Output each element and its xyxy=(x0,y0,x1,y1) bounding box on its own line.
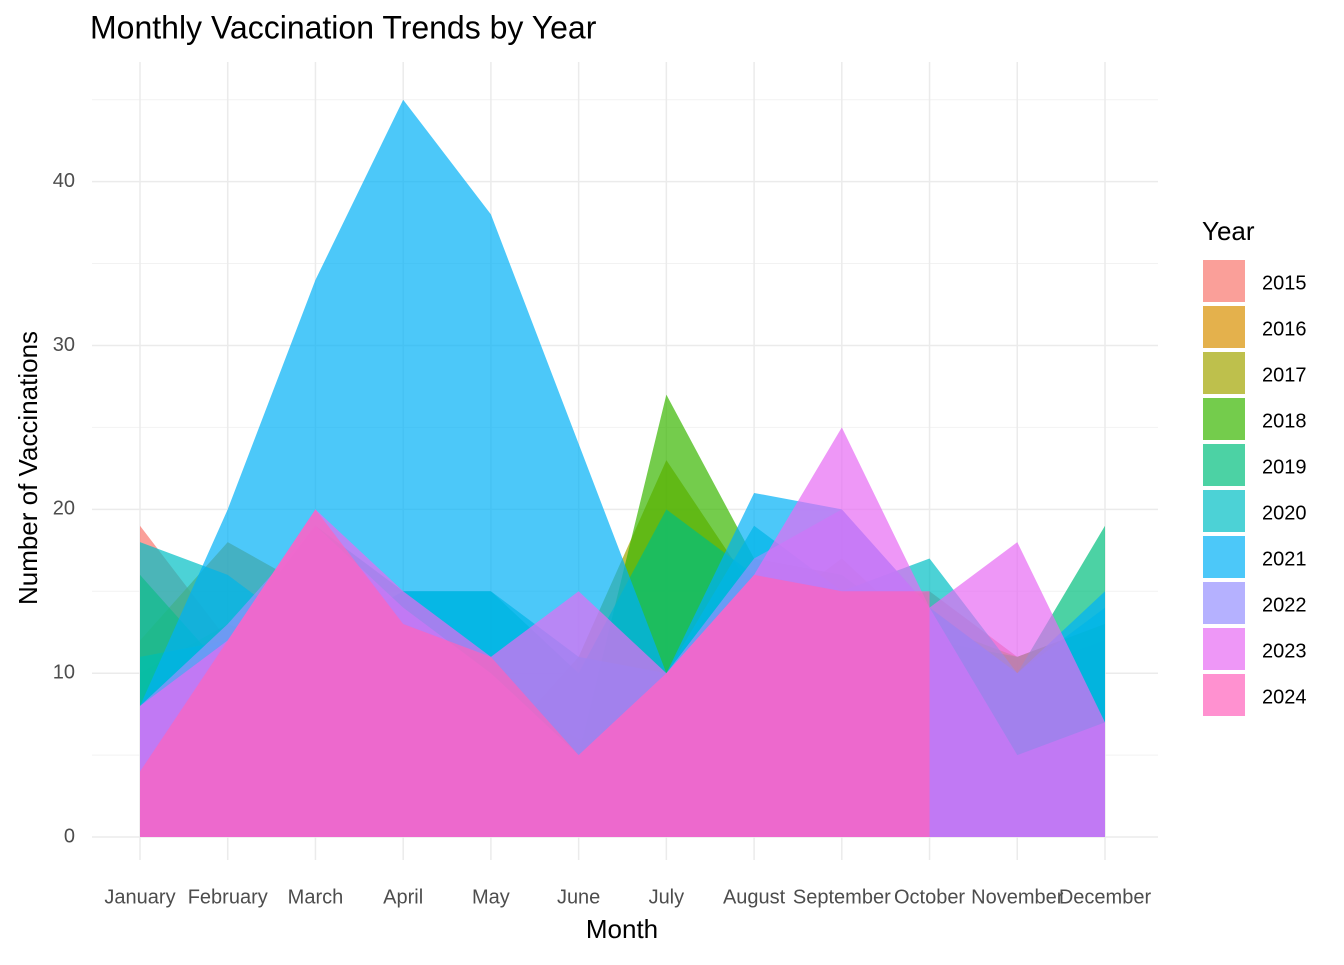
x-tick-label: January xyxy=(104,886,175,908)
x-tick-label: May xyxy=(472,886,510,908)
x-tick-label: October xyxy=(894,886,965,908)
x-tick-label: November xyxy=(971,886,1064,908)
legend-label: 2020 xyxy=(1262,502,1307,524)
legend-key xyxy=(1203,306,1245,348)
x-tick-label: March xyxy=(288,886,344,908)
area xyxy=(140,509,930,838)
x-tick-label: August xyxy=(723,886,786,908)
x-tick-label: April xyxy=(383,886,423,908)
x-axis-title: Month xyxy=(586,914,658,944)
legend-key xyxy=(1203,490,1245,532)
y-axis-title: Number of Vaccinations xyxy=(13,331,43,605)
legend-key xyxy=(1203,582,1245,624)
legend-label: 2016 xyxy=(1262,318,1307,340)
legend-label: 2018 xyxy=(1262,410,1307,432)
legend-key xyxy=(1203,398,1245,440)
legend-key xyxy=(1203,628,1245,670)
x-tick-label: February xyxy=(188,886,268,908)
y-tick-label: 20 xyxy=(53,498,75,520)
legend-key xyxy=(1203,536,1245,578)
x-tick-label: September xyxy=(793,886,891,908)
legend-label: 2024 xyxy=(1262,686,1307,708)
y-tick-label: 10 xyxy=(53,661,75,683)
chart-title: Monthly Vaccination Trends by Year xyxy=(90,9,597,45)
legend-label: 2021 xyxy=(1262,548,1307,570)
legend-key xyxy=(1203,352,1245,394)
legend-label: 2015 xyxy=(1262,272,1307,294)
legend-label: 2019 xyxy=(1262,456,1307,478)
x-tick-label: December xyxy=(1059,886,1152,908)
legend-key xyxy=(1203,260,1245,302)
x-tick-label: June xyxy=(557,886,600,908)
x-tick-label: July xyxy=(649,886,685,908)
y-tick-label: 30 xyxy=(53,334,75,356)
y-tick-label: 0 xyxy=(64,825,75,847)
legend-label: 2023 xyxy=(1262,640,1307,662)
legend-key xyxy=(1203,674,1245,716)
legend-label: 2017 xyxy=(1262,364,1307,386)
legend-title: Year xyxy=(1202,216,1255,246)
legend-key xyxy=(1203,444,1245,486)
legend-label: 2022 xyxy=(1262,594,1307,616)
y-tick-label: 40 xyxy=(53,170,75,192)
